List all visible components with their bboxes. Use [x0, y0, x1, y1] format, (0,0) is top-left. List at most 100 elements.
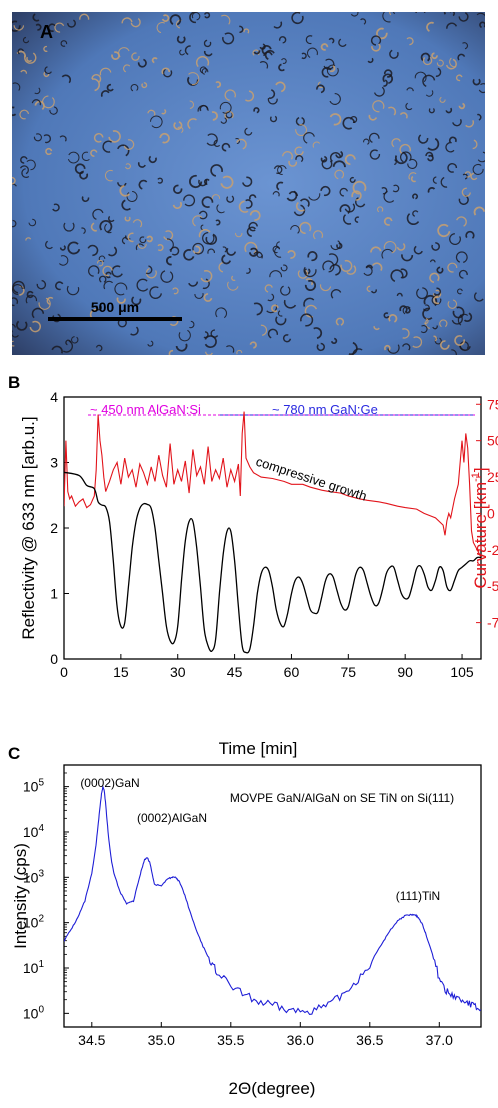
surface-pit [249, 247, 259, 257]
surface-pit [242, 176, 253, 187]
surface-pit [431, 52, 438, 60]
surface-pit [268, 89, 276, 99]
surface-pit [161, 67, 171, 75]
surface-pit [249, 341, 257, 349]
surface-pit [145, 265, 153, 275]
surface-pit [200, 270, 213, 283]
surface-pit [476, 12, 485, 17]
surface-pit [224, 110, 234, 120]
surface-pit [211, 194, 221, 200]
surface-pit [211, 111, 218, 121]
surface-pit [348, 341, 358, 355]
surface-pit [463, 312, 473, 322]
surface-pit [457, 288, 463, 295]
surface-pit [22, 36, 30, 44]
surface-pit [130, 18, 141, 28]
surface-pit [360, 18, 367, 25]
surface-pit [238, 200, 249, 213]
surface-pit [34, 100, 45, 110]
surface-pit [369, 149, 381, 160]
panel-c-y-tick-label: 104 [23, 823, 45, 840]
panel-b-x-tick-label: 90 [397, 664, 413, 680]
panel-b-y-tick-label: 2 [50, 520, 58, 536]
surface-pit [429, 259, 436, 263]
surface-pit [452, 118, 462, 127]
surface-pit [199, 66, 207, 74]
surface-pit [477, 151, 485, 163]
surface-pit [288, 160, 298, 167]
surface-pit [246, 226, 256, 237]
surface-pit [303, 297, 315, 307]
surface-pit [472, 163, 484, 175]
surface-pit [239, 25, 244, 33]
surface-pit [166, 256, 172, 266]
surface-pit [390, 269, 404, 283]
surface-pit [372, 262, 383, 272]
surface-pit [288, 190, 298, 197]
surface-pit [396, 243, 406, 251]
surface-pit [274, 246, 282, 258]
surface-pit [295, 154, 304, 163]
surface-pit [218, 261, 224, 273]
surface-pit [192, 215, 203, 227]
curvature-series-line [64, 411, 481, 558]
surface-pit [277, 165, 287, 175]
surface-pit [169, 14, 182, 26]
surface-pit [227, 281, 239, 291]
surface-pit [387, 344, 400, 354]
surface-pit [12, 297, 19, 306]
surface-pit [329, 65, 336, 73]
surface-pit [312, 141, 321, 148]
surface-pit [383, 69, 393, 78]
panel-b-ticks: 0 15 30 45 60 75 90 105 0 1 2 3 4 75 50 25 0 -25 -50 -75 [50, 389, 498, 680]
surface-pit [12, 20, 21, 32]
surface-pit [422, 56, 433, 66]
surface-pit [176, 35, 186, 44]
panel-c-y-tick-label: 100 [23, 1004, 45, 1021]
surface-pit [79, 13, 90, 20]
surface-pit [264, 49, 275, 60]
gan-annotation: ~ 780 nm GaN:Ge [272, 402, 378, 417]
surface-pit [17, 48, 24, 55]
surface-pit [381, 187, 388, 195]
surface-pit [203, 39, 212, 48]
surface-pit [102, 265, 113, 277]
surface-pit [410, 175, 417, 183]
surface-pit [273, 21, 283, 29]
surface-pit [425, 90, 434, 97]
surface-pit [478, 83, 485, 94]
surface-pit [399, 143, 411, 155]
surface-pit [332, 160, 346, 168]
surface-pit [191, 12, 201, 21]
surface-pit [42, 95, 55, 109]
surface-pit [125, 163, 131, 170]
surface-pit [473, 206, 485, 216]
surface-pit [215, 81, 222, 88]
surface-pit [319, 284, 332, 292]
surface-pit [433, 335, 437, 342]
surface-pit [20, 156, 28, 164]
surface-pit [29, 320, 41, 333]
surface-pit [422, 74, 436, 88]
surface-pit [293, 204, 306, 217]
surface-pit [437, 223, 451, 238]
surface-pit [304, 279, 316, 291]
surface-pit [399, 305, 408, 313]
surface-pit [436, 266, 444, 274]
surface-pit [445, 107, 453, 114]
surface-pit [405, 307, 411, 314]
surface-pit [106, 83, 114, 92]
panel-b-series [64, 411, 481, 654]
surface-pit [320, 43, 329, 51]
surface-pit [236, 349, 243, 355]
panel-b-y-tick-label: 4 [50, 389, 58, 405]
surface-pit [342, 116, 356, 130]
panel-b-y2-tick-label: 75 [487, 396, 498, 412]
surface-pit [329, 93, 341, 105]
surface-pit [253, 107, 260, 114]
surface-pit [52, 203, 60, 212]
surface-pit [368, 114, 378, 121]
surface-pit [472, 78, 481, 86]
surface-pit [454, 335, 465, 346]
